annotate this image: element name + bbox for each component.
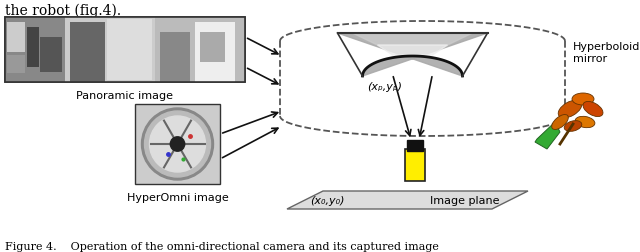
Polygon shape	[353, 34, 472, 46]
Polygon shape	[337, 34, 488, 77]
Text: (x₀,y₀): (x₀,y₀)	[310, 195, 344, 205]
Circle shape	[170, 137, 185, 152]
Ellipse shape	[558, 101, 582, 118]
Bar	[40, 38, 62, 73]
Ellipse shape	[552, 115, 568, 130]
Bar	[135, 105, 220, 184]
Polygon shape	[535, 122, 560, 149]
Bar	[200, 33, 225, 63]
Text: (xₚ,yₚ): (xₚ,yₚ)	[367, 82, 403, 92]
Polygon shape	[287, 191, 528, 209]
Ellipse shape	[564, 121, 582, 132]
Bar	[107, 20, 152, 81]
Bar	[70, 23, 105, 83]
Text: Panoramic image: Panoramic image	[77, 91, 173, 101]
Ellipse shape	[572, 94, 594, 106]
Bar	[65, 18, 155, 83]
Circle shape	[145, 112, 211, 177]
Circle shape	[141, 109, 214, 180]
Ellipse shape	[575, 117, 595, 128]
Text: Hyperboloidal
mirror: Hyperboloidal mirror	[573, 42, 640, 63]
Text: Image plane: Image plane	[430, 195, 499, 205]
Text: the robot (fig.4).: the robot (fig.4).	[5, 4, 121, 18]
Bar	[155, 18, 245, 83]
Bar	[7, 56, 25, 74]
Circle shape	[150, 116, 205, 172]
Bar	[5, 18, 245, 83]
Bar	[407, 140, 423, 151]
Bar	[7, 23, 25, 53]
Bar	[405, 149, 425, 181]
Polygon shape	[378, 46, 447, 56]
Bar	[160, 33, 190, 83]
Bar	[5, 18, 245, 83]
Text: Figure 4.    Operation of the omni-directional camera and its captured image: Figure 4. Operation of the omni-directio…	[5, 241, 439, 251]
Bar	[5, 18, 65, 83]
Bar	[195, 23, 235, 83]
Ellipse shape	[583, 102, 603, 117]
Text: HyperOmni image: HyperOmni image	[127, 192, 228, 202]
Bar	[27, 28, 39, 68]
